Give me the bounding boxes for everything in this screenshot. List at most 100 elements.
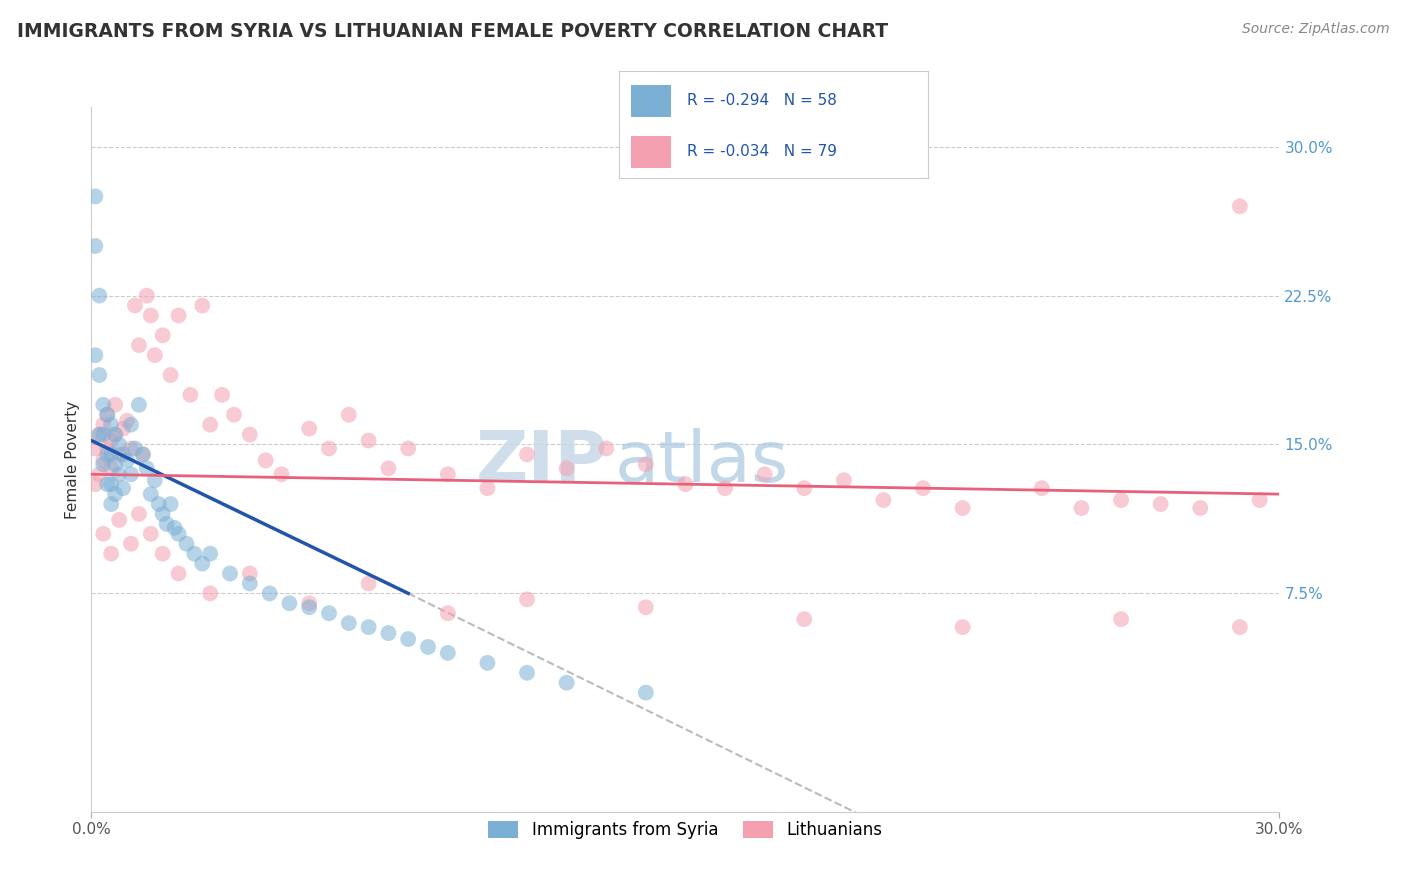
- Point: [100, 434, 122, 448]
- Point: [1070, 501, 1092, 516]
- Point: [139, 526, 162, 541]
- Point: [128, 398, 150, 412]
- Point: [911, 481, 934, 495]
- Point: [120, 417, 142, 432]
- Point: [477, 656, 499, 670]
- Point: [176, 537, 198, 551]
- Point: [239, 566, 262, 581]
- Point: [100, 447, 122, 461]
- Point: [84, 189, 107, 203]
- Point: [108, 467, 131, 482]
- Point: [793, 612, 815, 626]
- Point: [167, 309, 190, 323]
- Point: [396, 632, 419, 646]
- Point: [516, 665, 538, 680]
- Point: [239, 576, 262, 591]
- Point: [254, 453, 277, 467]
- Point: [89, 427, 111, 442]
- Point: [191, 557, 214, 571]
- Point: [96, 447, 118, 461]
- Point: [143, 348, 166, 362]
- Point: [219, 566, 242, 581]
- Point: [120, 467, 142, 482]
- Point: [516, 447, 538, 461]
- Bar: [631, 86, 671, 118]
- Point: [91, 398, 114, 412]
- Point: [108, 437, 131, 451]
- Point: [200, 417, 222, 432]
- Point: [1229, 199, 1251, 213]
- Point: [1249, 493, 1271, 508]
- Point: [555, 675, 578, 690]
- Point: [100, 461, 122, 475]
- Point: [357, 434, 380, 448]
- Point: [128, 338, 150, 352]
- Point: [436, 467, 458, 482]
- Point: [156, 516, 179, 531]
- Point: [179, 388, 201, 402]
- Point: [104, 427, 127, 442]
- Point: [634, 685, 657, 699]
- Point: [112, 422, 135, 436]
- Point: [104, 427, 127, 442]
- Point: [278, 596, 301, 610]
- Point: [595, 442, 617, 456]
- Point: [84, 442, 107, 456]
- Point: [152, 328, 174, 343]
- Point: [89, 467, 111, 482]
- Point: [477, 481, 499, 495]
- Point: [96, 477, 118, 491]
- Text: R = -0.294   N = 58: R = -0.294 N = 58: [686, 94, 837, 108]
- Point: [89, 427, 111, 442]
- Point: [120, 442, 142, 456]
- Point: [91, 417, 114, 432]
- Point: [120, 537, 142, 551]
- Point: [1109, 612, 1132, 626]
- Text: IMMIGRANTS FROM SYRIA VS LITHUANIAN FEMALE POVERTY CORRELATION CHART: IMMIGRANTS FROM SYRIA VS LITHUANIAN FEMA…: [17, 22, 889, 41]
- Point: [115, 414, 138, 428]
- Point: [100, 497, 122, 511]
- Point: [91, 526, 114, 541]
- Point: [159, 368, 181, 382]
- Point: [298, 422, 321, 436]
- Point: [872, 493, 894, 508]
- Point: [152, 507, 174, 521]
- Point: [222, 408, 245, 422]
- Point: [152, 547, 174, 561]
- Point: [89, 368, 111, 382]
- Point: [124, 299, 146, 313]
- Point: [337, 616, 360, 631]
- Point: [416, 640, 439, 654]
- Point: [318, 442, 340, 456]
- Point: [634, 600, 657, 615]
- Point: [1031, 481, 1053, 495]
- Point: [555, 461, 578, 475]
- Point: [96, 408, 118, 422]
- Point: [124, 442, 146, 456]
- Point: [167, 566, 190, 581]
- Point: [191, 299, 214, 313]
- Point: [100, 417, 122, 432]
- Point: [754, 467, 776, 482]
- Point: [318, 606, 340, 620]
- Point: [200, 547, 222, 561]
- Point: [1189, 501, 1212, 516]
- Point: [96, 442, 118, 456]
- Point: [128, 507, 150, 521]
- Point: [337, 408, 360, 422]
- Point: [91, 427, 114, 442]
- Text: atlas: atlas: [614, 428, 789, 498]
- Point: [139, 487, 162, 501]
- Point: [436, 606, 458, 620]
- Point: [270, 467, 292, 482]
- Point: [396, 442, 419, 456]
- Point: [1150, 497, 1173, 511]
- Point: [1229, 620, 1251, 634]
- Point: [135, 288, 157, 302]
- Point: [96, 408, 118, 422]
- Point: [1109, 493, 1132, 508]
- Point: [377, 461, 399, 475]
- Point: [139, 309, 162, 323]
- Point: [84, 239, 107, 253]
- Point: [298, 600, 321, 615]
